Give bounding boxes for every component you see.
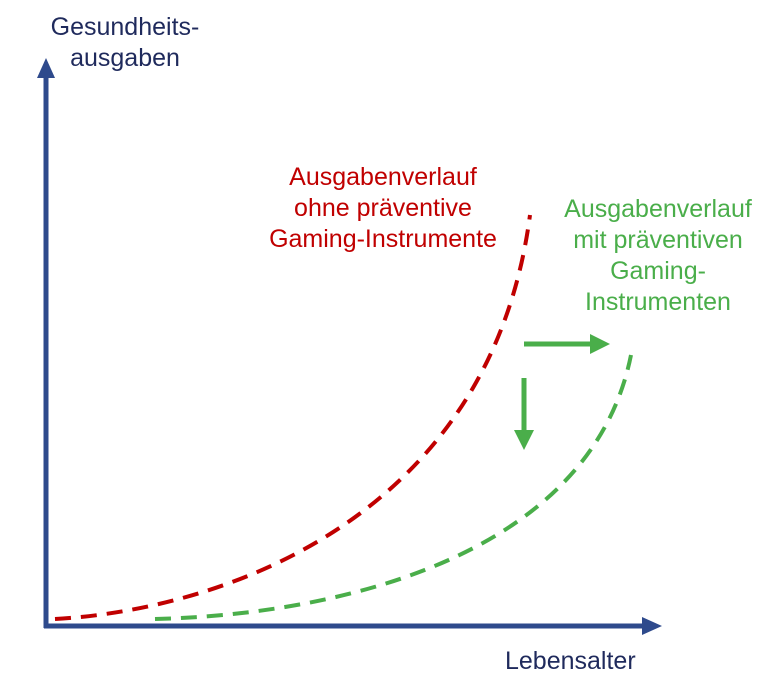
curve-with-prevention xyxy=(154,354,633,621)
curve-without-label-line-1: Ausgabenverlauf xyxy=(289,163,477,191)
y-axis-label-line-1: Gesundheits- xyxy=(50,13,200,41)
x-axis-arrowhead xyxy=(642,617,662,635)
curve-without-label-line-3: Gaming-Instrumente xyxy=(269,225,497,253)
shift-arrow-right-head xyxy=(590,334,610,354)
curve-with-label-line-4: Instrumenten xyxy=(585,288,731,316)
curve-with-prevention-label: Ausgabenverlauf mit präventiven Gaming- … xyxy=(540,194,776,318)
y-axis-arrowhead xyxy=(37,58,55,78)
curve-without-prevention-label: Ausgabenverlauf ohne präventive Gaming-I… xyxy=(238,162,528,255)
curve-with-label-line-3: Gaming- xyxy=(610,257,706,285)
curve-with-label-line-1: Ausgabenverlauf xyxy=(564,195,752,223)
curve-without-label-line-2: ohne präventive xyxy=(294,194,472,222)
x-axis-label: Lebensalter xyxy=(505,647,636,675)
curve-with-label-line-2: mit präventiven xyxy=(573,226,743,254)
y-axis-label-line-2: ausgaben xyxy=(70,44,180,72)
shift-arrow-down-head xyxy=(514,430,534,450)
y-axis-label: Gesundheits- ausgaben xyxy=(10,12,240,74)
curve-without-prevention xyxy=(54,214,532,621)
